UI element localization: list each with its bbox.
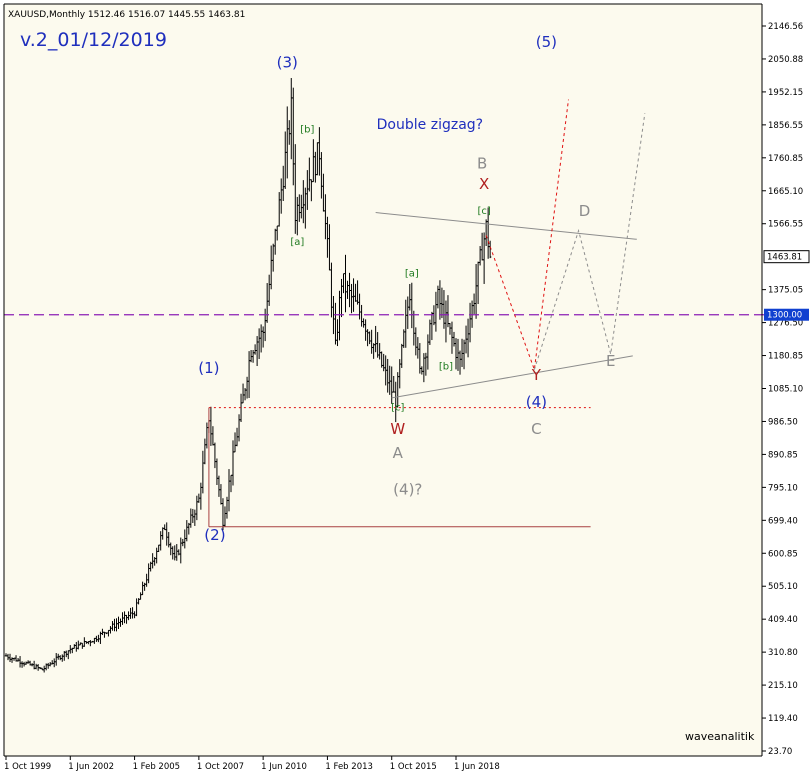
current-price-tag: [763, 250, 810, 264]
wave-label-blue: (4): [526, 393, 547, 411]
wave-label-blue: (1): [198, 359, 219, 377]
y-tick-label: 1085.10: [768, 385, 803, 395]
x-tick-label: 1 Feb 2013: [325, 762, 373, 772]
y-tick-label: 23.70: [768, 747, 792, 757]
y-tick-label: 310.80: [768, 648, 798, 658]
wave-label-gray: C: [531, 420, 541, 438]
current-price-label: 1463.81: [767, 253, 802, 263]
y-tick-label: 890.85: [768, 450, 798, 460]
level-price-label: 1300.00: [767, 311, 802, 321]
y-tick-label: 1375.05: [768, 286, 803, 296]
wave-label-blue: (5): [536, 33, 557, 51]
x-tick-label: 1 Jun 2002: [68, 762, 114, 772]
wave-label-gray: A: [393, 444, 404, 462]
y-tick-label: 1856.55: [768, 121, 803, 131]
version-label: v.2_01/12/2019: [20, 29, 167, 51]
y-tick-label: 119.40: [768, 714, 798, 724]
y-tick-label: 409.40: [768, 615, 798, 625]
y-tick-label: 1276.50: [768, 319, 803, 329]
x-tick-label: 1 Oct 2007: [197, 762, 244, 772]
wave-label-red: Y: [531, 366, 542, 384]
y-tick-label: 1180.85: [768, 352, 803, 362]
watermark: waveanalitik: [685, 730, 755, 743]
wave-label-red: X: [479, 175, 489, 193]
y-tick-label: 1952.15: [768, 88, 803, 98]
wave-labels: (1) (2) (3) (4) (5) [b] [a] [a] [b] [c] [c] W X Y B A (4…: [198, 33, 615, 544]
wave-label-gray: (4)?: [393, 480, 422, 498]
y-tick-label: 795.10: [768, 483, 798, 493]
y-tick-label: 1665.10: [768, 187, 803, 197]
projection-path: [533, 113, 646, 370]
axes: 2146.56 2050.88 1952.15 1856.55 1760.85 1665.…: [3, 3, 810, 772]
text-note: Double zigzag?: [377, 117, 483, 133]
wave-label-green: [a]: [405, 269, 419, 280]
wave-label-gray: B: [477, 154, 487, 172]
y-tick-label: 215.10: [768, 681, 798, 691]
wave-label-green: [b]: [439, 362, 453, 373]
wave-label-blue: (2): [204, 526, 225, 544]
price-bars: [4, 78, 492, 673]
trend-line: [375, 212, 637, 240]
y-tick-label: 699.40: [768, 516, 798, 526]
x-tick-label: 1 Feb 2005: [133, 762, 181, 772]
projection-path: [485, 99, 569, 370]
price-bar: [488, 240, 492, 259]
y-tick-label: 1566.55: [768, 220, 803, 230]
wave-label-green: [a]: [290, 237, 304, 248]
x-tick-label: 1 Oct 1999: [4, 762, 51, 772]
symbol-info: XAUUSD,Monthly 1512.46 1516.07 1445.55 1…: [8, 10, 245, 20]
y-tick-label: 986.50: [768, 417, 798, 427]
x-tick-label: 1 Oct 2015: [390, 762, 437, 772]
x-tick-label: 1 Jun 2010: [261, 762, 307, 772]
wave-label-green: [c]: [477, 206, 490, 217]
plot-background: [4, 4, 762, 756]
y-tick-label: 2146.56: [768, 22, 803, 32]
wave-label-green: [c]: [391, 402, 404, 413]
y-tick-label: 600.85: [768, 549, 798, 559]
trend-line: [391, 355, 633, 399]
projection-paths: [485, 99, 646, 370]
wave-label-blue: (3): [277, 54, 298, 72]
wave-label-gray: E: [606, 352, 615, 370]
y-tick-label: 505.10: [768, 582, 798, 592]
wave-label-green: [b]: [300, 124, 314, 135]
trend-lines: [4, 212, 811, 528]
x-tick-label: 1 Jun 2018: [454, 762, 500, 772]
wave-label-gray: D: [579, 202, 591, 220]
y-tick-label: 2050.88: [768, 55, 803, 65]
level-price-tag: [764, 308, 809, 321]
y-tick-label: 1760.85: [768, 154, 803, 164]
wave-label-red: W: [390, 420, 405, 438]
